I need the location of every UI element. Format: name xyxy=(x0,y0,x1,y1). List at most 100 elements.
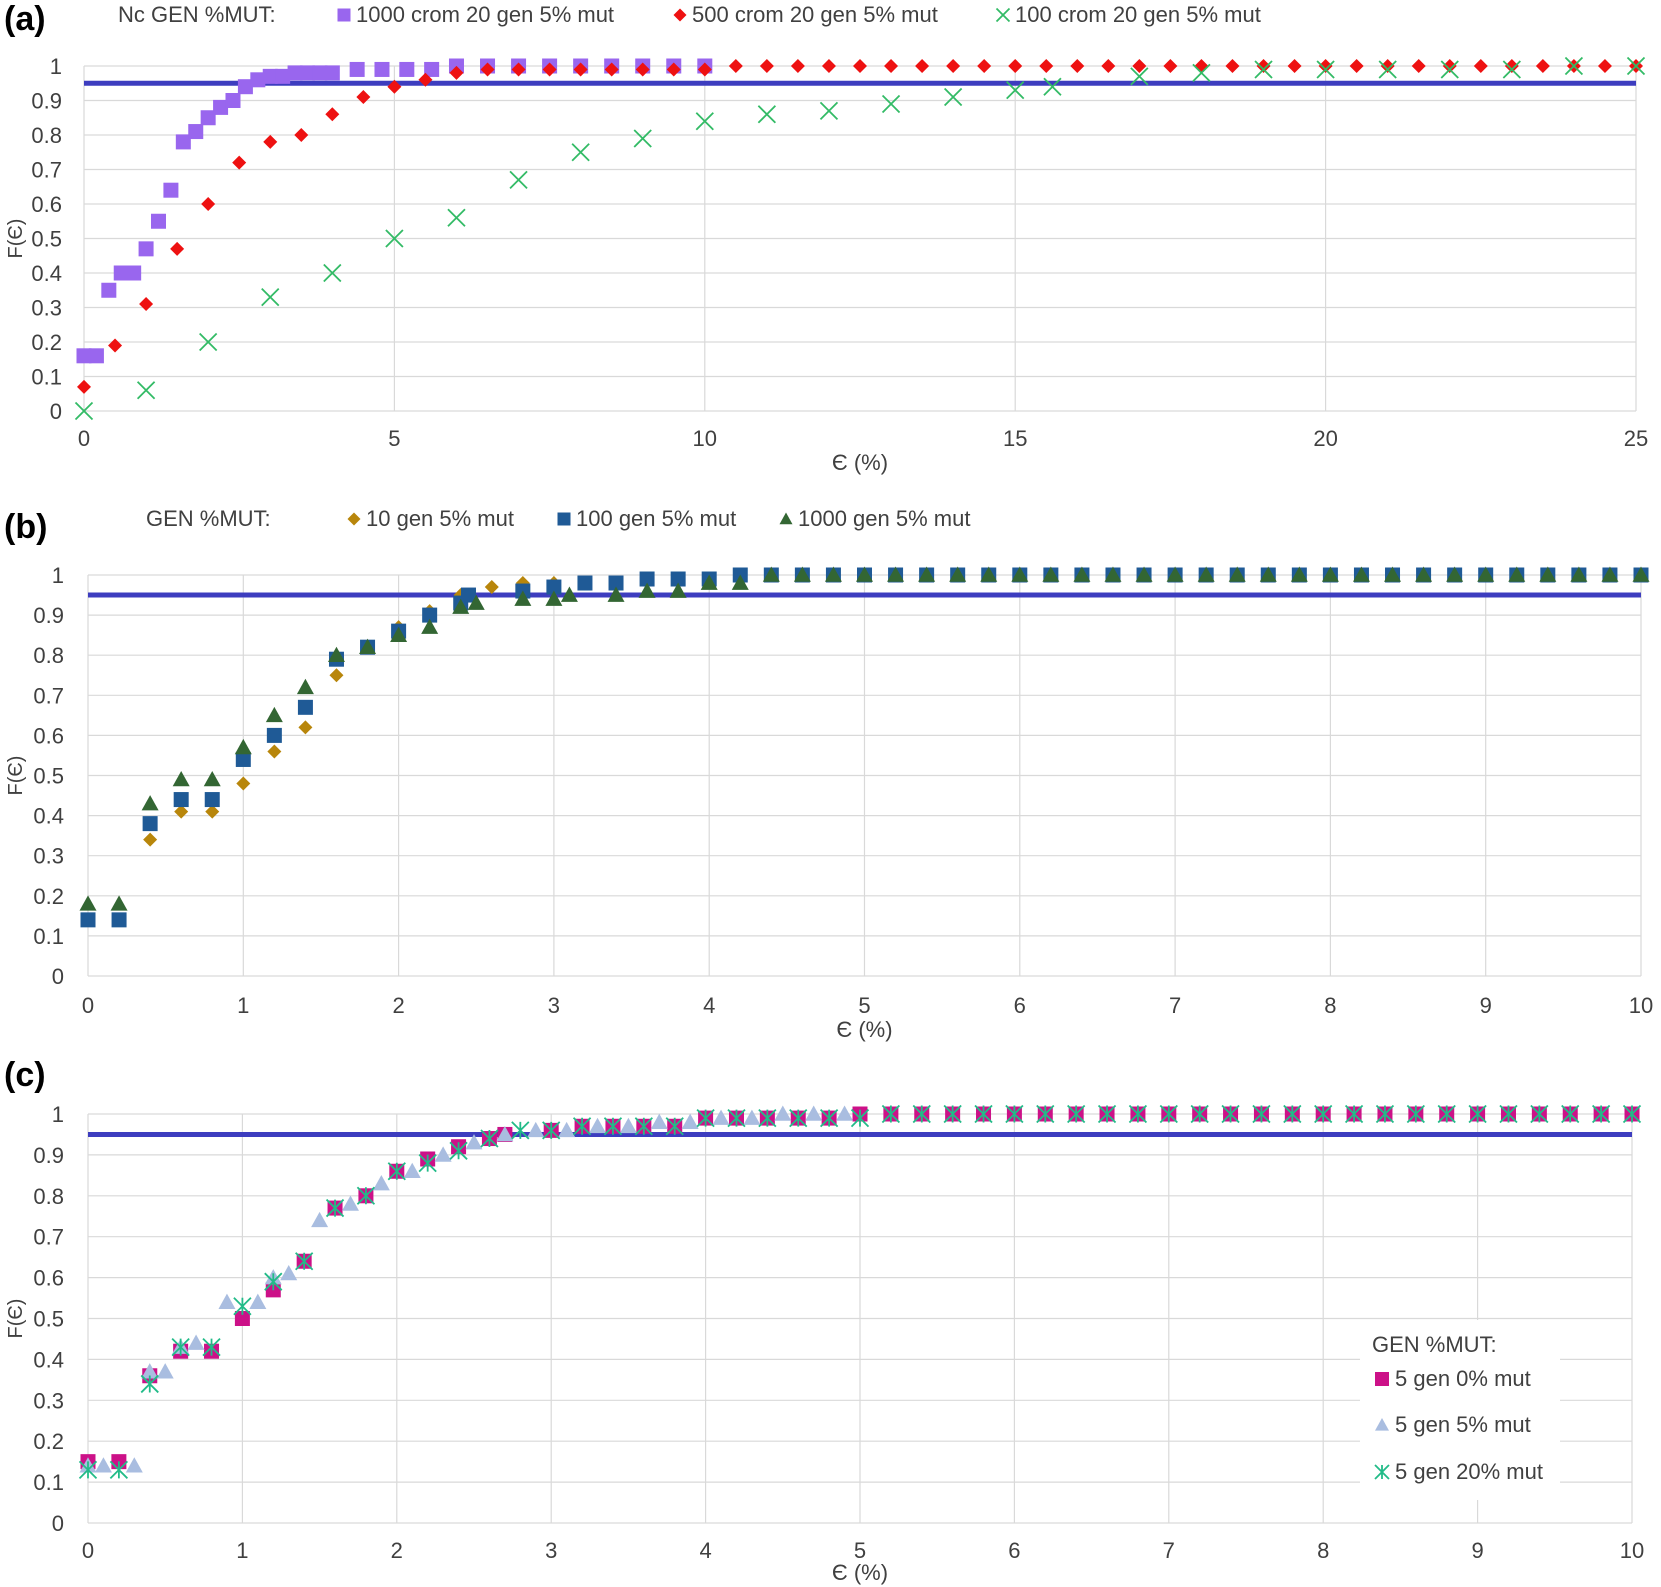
data-point xyxy=(1159,1104,1178,1124)
data-point xyxy=(1440,60,1459,79)
x-tick-label: 2 xyxy=(392,993,404,1018)
data-point xyxy=(853,59,867,73)
x-tick-label: 6 xyxy=(1008,1538,1020,1563)
data-point xyxy=(757,105,777,124)
data-point xyxy=(819,1108,839,1128)
data-point xyxy=(884,59,899,73)
data-point xyxy=(295,1252,314,1271)
x-tick-label: 5 xyxy=(388,426,400,451)
data-point xyxy=(666,62,681,77)
data-point xyxy=(434,1146,452,1162)
data-point xyxy=(1352,566,1370,582)
data-point xyxy=(759,59,774,73)
data-point xyxy=(700,574,718,590)
data-point xyxy=(110,895,128,911)
y-tick-label: 1 xyxy=(50,54,62,79)
y-tick-label: 0.1 xyxy=(33,1470,64,1495)
y-tick-label: 0.1 xyxy=(31,365,62,390)
data-point xyxy=(201,197,216,211)
data-point xyxy=(390,626,408,642)
chart-panel-c: (c)00.10.20.30.40.50.60.70.80.910 1 2 3 4 5 6 7… xyxy=(4,1056,1644,1585)
data-point xyxy=(1626,56,1646,76)
data-point xyxy=(311,1211,329,1228)
data-point xyxy=(1564,56,1584,76)
data-point xyxy=(1259,566,1277,582)
data-point xyxy=(233,1297,252,1316)
data-point xyxy=(126,265,142,281)
data-point xyxy=(604,62,619,77)
x-tick-label: 20 xyxy=(1313,426,1337,451)
data-point xyxy=(1067,1104,1086,1124)
data-point xyxy=(697,62,712,77)
data-point xyxy=(712,1109,730,1125)
x-tick-label: 1 xyxy=(236,1538,248,1563)
y-tick-label: 0.4 xyxy=(33,1347,64,1372)
data-point xyxy=(294,128,309,142)
data-point xyxy=(237,79,253,95)
data-point xyxy=(1468,1104,1487,1124)
data-point xyxy=(329,668,344,683)
data-point xyxy=(1561,1104,1580,1124)
y-tick-label: 0.4 xyxy=(31,261,62,286)
legend-marker xyxy=(673,8,687,22)
data-point xyxy=(1190,1104,1209,1124)
data-point xyxy=(172,771,190,787)
legend-item-label: 5 gen 5% mut xyxy=(1395,1412,1531,1437)
data-point xyxy=(250,72,266,88)
data-point xyxy=(265,706,283,723)
data-point xyxy=(359,638,377,654)
data-point xyxy=(1256,59,1271,73)
data-point xyxy=(1097,1104,1117,1124)
data-point xyxy=(774,1105,792,1121)
legend-title: GEN %MUT: xyxy=(146,506,271,531)
data-point xyxy=(1287,59,1302,73)
x-axis-label: Є (%) xyxy=(832,1560,888,1585)
data-point xyxy=(1005,1104,1024,1124)
series-2 xyxy=(77,59,1643,394)
y-tick-label: 0.7 xyxy=(33,683,64,708)
data-point xyxy=(1101,59,1116,73)
data-point xyxy=(449,1141,468,1160)
data-point xyxy=(819,101,839,120)
legend-item-label: 5 gen 20% mut xyxy=(1395,1459,1543,1484)
data-point xyxy=(170,241,185,256)
y-tick-label: 0.2 xyxy=(33,884,64,909)
x-tick-label: 9 xyxy=(1480,993,1492,1018)
x-tick-label: 0 xyxy=(82,993,94,1018)
data-point xyxy=(108,338,123,353)
data-point xyxy=(1437,1104,1456,1124)
data-point xyxy=(142,816,158,832)
data-point xyxy=(1290,566,1308,582)
data-point xyxy=(805,1105,823,1121)
legend-item-label: 5 gen 0% mut xyxy=(1395,1366,1531,1391)
data-point xyxy=(558,1121,576,1138)
data-point xyxy=(1415,566,1433,582)
data-point xyxy=(263,134,278,149)
y-tick-label: 0 xyxy=(52,964,64,989)
data-point xyxy=(484,580,499,595)
x-tick-label: 7 xyxy=(1163,1538,1175,1563)
data-point xyxy=(296,678,314,695)
data-point xyxy=(887,566,905,582)
data-point xyxy=(1132,59,1147,73)
x-tick-label: 15 xyxy=(1003,426,1027,451)
data-point xyxy=(136,381,156,400)
data-point xyxy=(1530,1104,1549,1124)
data-point xyxy=(943,1104,962,1124)
data-point xyxy=(635,62,650,77)
data-point xyxy=(572,1117,592,1136)
data-point xyxy=(449,65,464,80)
data-point xyxy=(1406,1104,1425,1124)
data-point xyxy=(1375,1104,1395,1124)
data-point xyxy=(1073,566,1091,582)
y-tick-label: 1 xyxy=(52,563,64,588)
data-point xyxy=(836,1105,854,1121)
data-point xyxy=(236,776,251,791)
legend-marker xyxy=(995,7,1011,23)
data-point xyxy=(603,1117,623,1136)
data-point xyxy=(299,65,315,81)
y-tick-label: 0.3 xyxy=(31,296,62,321)
data-point xyxy=(188,124,204,140)
data-point xyxy=(881,1104,901,1124)
